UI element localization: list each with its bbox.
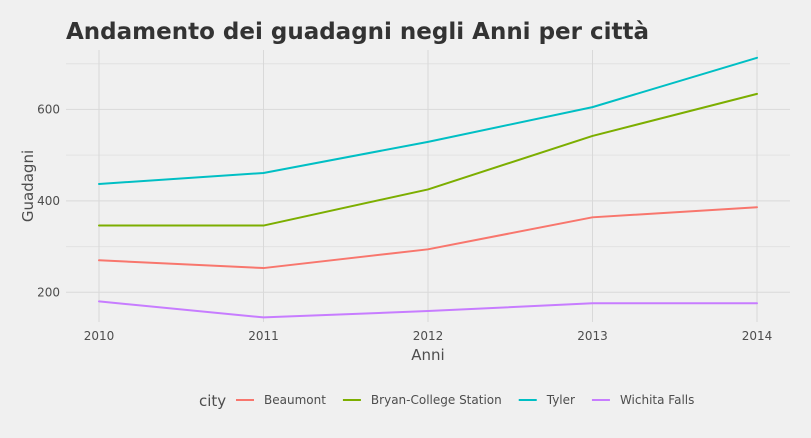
series-line-beaumont: [98, 206, 758, 270]
legend-label-tyler: Tyler: [546, 393, 575, 407]
x-tick-label: 2011: [248, 329, 279, 343]
legend: city Beaumont Bryan-College Station Tyler W…: [199, 392, 694, 410]
legend-label-beaumont: Beaumont: [264, 393, 326, 407]
legend-title: city: [199, 392, 226, 410]
series-line-wichita-falls: [98, 300, 758, 319]
x-tick-label: 2014: [742, 329, 773, 343]
x-axis-ticks: 2010 2011 2012 2013 2014: [84, 329, 773, 343]
x-tick-label: 2013: [577, 329, 608, 343]
legend-label-wichita-falls: Wichita Falls: [620, 393, 694, 407]
grid: [66, 50, 790, 322]
x-axis-title: Anni: [411, 346, 444, 364]
series-line-bryan-college-station: [98, 92, 758, 227]
y-tick-label: 200: [37, 285, 60, 299]
y-tick-label: 600: [37, 102, 60, 116]
x-tick-label: 2010: [84, 329, 115, 343]
chart-title: Andamento dei guadagni negli Anni per ci…: [66, 19, 649, 45]
y-tick-label: 400: [37, 194, 60, 208]
y-axis-title: Guadagni: [19, 150, 37, 222]
x-tick-label: 2012: [413, 329, 444, 343]
legend-label-bryan-college-station: Bryan-College Station: [371, 393, 502, 407]
series-line-tyler: [98, 56, 758, 185]
series-lines: [98, 56, 758, 319]
y-axis-ticks: 200 400 600: [37, 102, 60, 299]
